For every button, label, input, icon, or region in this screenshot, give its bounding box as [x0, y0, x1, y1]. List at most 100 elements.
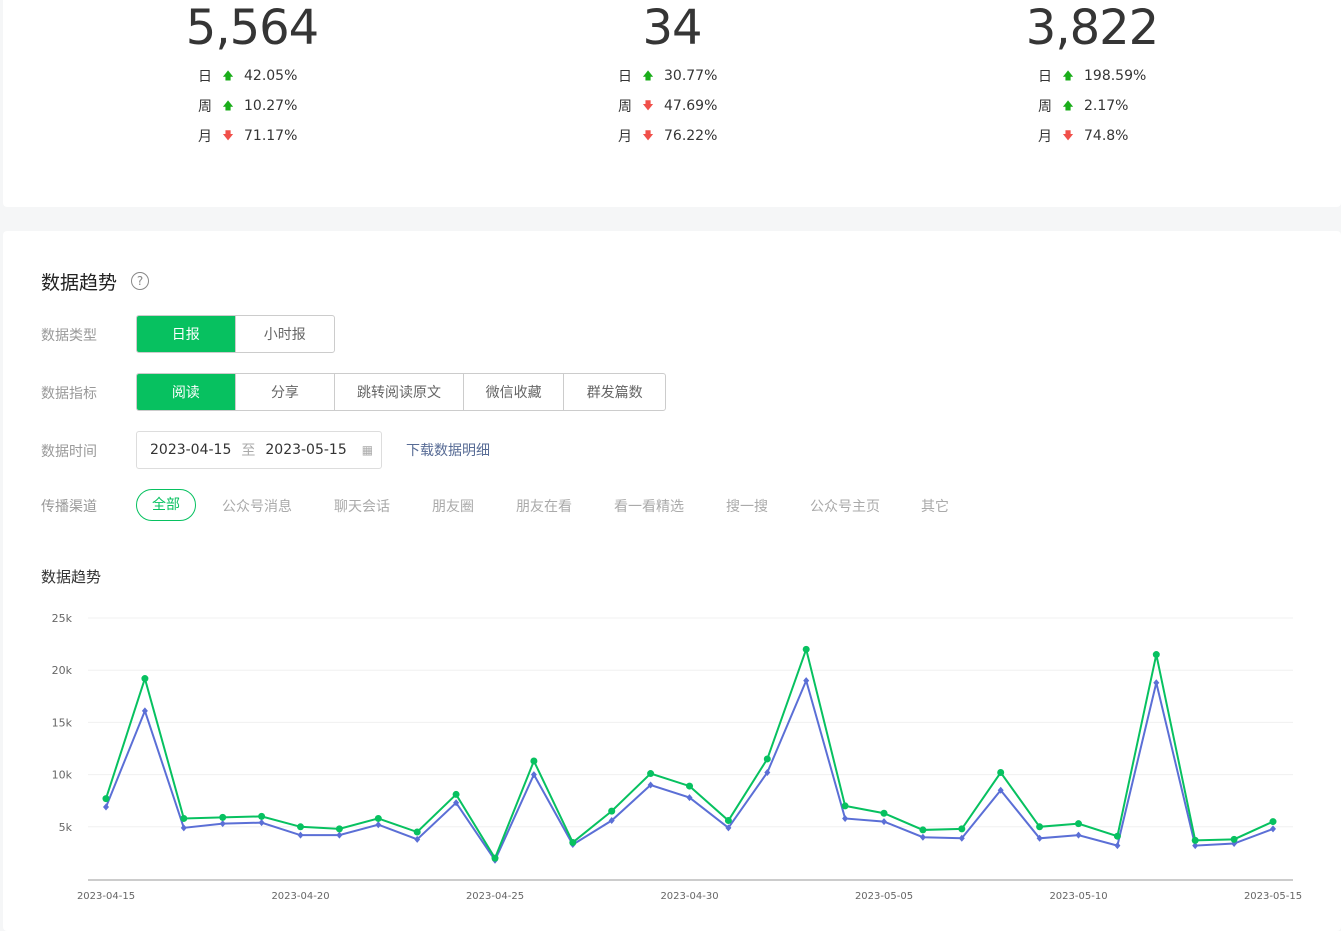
data-point: [1230, 835, 1238, 843]
data-point: [413, 828, 421, 836]
stat-change-row: 日 🡅 30.77%: [612, 66, 717, 86]
data-point: [103, 803, 109, 811]
channel-option[interactable]: 看一看精选: [614, 499, 684, 515]
arrow-down-icon: 🡇: [642, 128, 654, 142]
calendar-icon[interactable]: ▦: [361, 443, 374, 457]
date-range-picker[interactable]: 2023-04-15 至 2023-05-15 ▦: [136, 431, 382, 469]
data-point: [919, 826, 927, 834]
channel-option[interactable]: 朋友在看: [516, 499, 572, 515]
data-point: [1075, 831, 1082, 839]
x-tick-label: 2023-04-25: [466, 891, 524, 902]
download-link[interactable]: 下载数据明细: [406, 443, 490, 459]
period-label: 月: [198, 129, 212, 145]
period-label: 日: [618, 69, 632, 85]
channel-option[interactable]: 聊天会话: [334, 499, 390, 515]
overview-card: 5,564 日 🡅 42.05% 周 🡅 10.27% 月 🡇 71.17% 3…: [3, 0, 1341, 207]
stat-value: 34: [642, 0, 702, 56]
help-icon[interactable]: ?: [131, 272, 149, 290]
channel-option[interactable]: 搜一搜: [726, 499, 768, 515]
data-point: [219, 820, 226, 828]
x-tick-label: 2023-05-15: [1244, 891, 1302, 902]
y-tick-label: 15k: [52, 716, 73, 729]
arrow-up-icon: 🡅: [642, 68, 654, 82]
data-type-selector: 日报 小时报: [136, 315, 335, 353]
x-tick-label: 2023-04-15: [77, 891, 135, 902]
data-point: [1113, 832, 1121, 840]
data-point: [102, 795, 110, 803]
metric-favorite-button[interactable]: 微信收藏: [464, 374, 565, 410]
x-tick-label: 2023-05-10: [1049, 891, 1107, 902]
period-label: 日: [1038, 69, 1052, 85]
data-point: [335, 825, 343, 833]
change-percent: 198.59%: [1084, 68, 1147, 84]
data-point: [491, 854, 499, 862]
data-point: [297, 831, 304, 839]
data-point: [880, 809, 888, 817]
data-point: [686, 794, 693, 802]
channel-option[interactable]: 公众号消息: [222, 499, 292, 515]
stat-change-row: 周 🡅 2.17%: [1032, 96, 1128, 116]
data-point: [997, 786, 1004, 794]
data-point: [1036, 834, 1043, 842]
date-from[interactable]: 2023-04-15: [150, 442, 232, 458]
data-point: [647, 770, 655, 778]
data-point: [1269, 818, 1277, 826]
date-to[interactable]: 2023-05-15: [265, 442, 347, 458]
metric-original-button[interactable]: 跳转阅读原文: [335, 374, 464, 410]
arrow-up-icon: 🡅: [222, 68, 234, 82]
data-point: [686, 782, 693, 790]
channel-label: 传播渠道: [41, 499, 97, 515]
metric-share-button[interactable]: 分享: [236, 374, 336, 410]
data-point: [608, 817, 615, 825]
data-point: [608, 807, 616, 815]
data-point: [647, 781, 654, 789]
data-point: [958, 834, 965, 842]
data-point: [842, 814, 849, 822]
stat-block: 34: [572, 0, 772, 56]
chart-title: 数据趋势: [41, 568, 102, 586]
data-point: [881, 818, 887, 826]
data-type-label: 数据类型: [41, 328, 97, 344]
change-percent: 74.8%: [1084, 128, 1129, 144]
metric-posts-button[interactable]: 群发篇数: [586, 385, 643, 401]
data-point: [374, 814, 382, 822]
data-point: [530, 771, 537, 779]
metric-read-button[interactable]: 阅读: [137, 374, 236, 410]
data-point: [141, 707, 148, 715]
change-percent: 47.69%: [664, 98, 718, 114]
type-daily-button[interactable]: 日报: [137, 316, 236, 352]
data-point: [725, 824, 732, 832]
time-label: 数据时间: [41, 444, 97, 460]
arrow-up-icon: 🡅: [1062, 68, 1074, 82]
channel-option[interactable]: 公众号主页: [810, 499, 880, 515]
y-tick-label: 20k: [52, 664, 73, 677]
stat-change-row: 周 🡇 47.69%: [612, 96, 717, 116]
data-point: [763, 755, 771, 763]
arrow-down-icon: 🡇: [642, 98, 654, 112]
change-percent: 42.05%: [244, 68, 298, 84]
stat-change-row: 月 🡇 71.17%: [192, 126, 297, 146]
data-point: [997, 769, 1005, 777]
data-point: [258, 812, 266, 820]
channel-option[interactable]: 其它: [921, 499, 949, 515]
x-tick-label: 2023-04-20: [271, 891, 329, 902]
data-point: [180, 824, 187, 832]
y-tick-label: 5k: [59, 821, 73, 834]
type-hourly-button[interactable]: 小时报: [263, 327, 306, 343]
data-point: [1152, 651, 1160, 659]
metric-selector: 阅读 分享 跳转阅读原文 微信收藏 群发篇数: [136, 373, 666, 411]
data-point: [802, 645, 810, 653]
data-point: [841, 802, 849, 810]
data-point: [530, 757, 538, 765]
channel-all[interactable]: 全部: [136, 489, 196, 521]
section-title: 数据趋势: [41, 272, 118, 294]
y-tick-label: 25k: [52, 612, 73, 625]
stat-change-row: 月 🡇 74.8%: [1032, 126, 1128, 146]
data-point: [803, 677, 810, 685]
channel-option[interactable]: 朋友圈: [432, 499, 474, 515]
data-point: [1192, 842, 1199, 850]
data-point: [1075, 820, 1082, 828]
data-point: [569, 838, 577, 846]
data-point: [219, 813, 227, 821]
